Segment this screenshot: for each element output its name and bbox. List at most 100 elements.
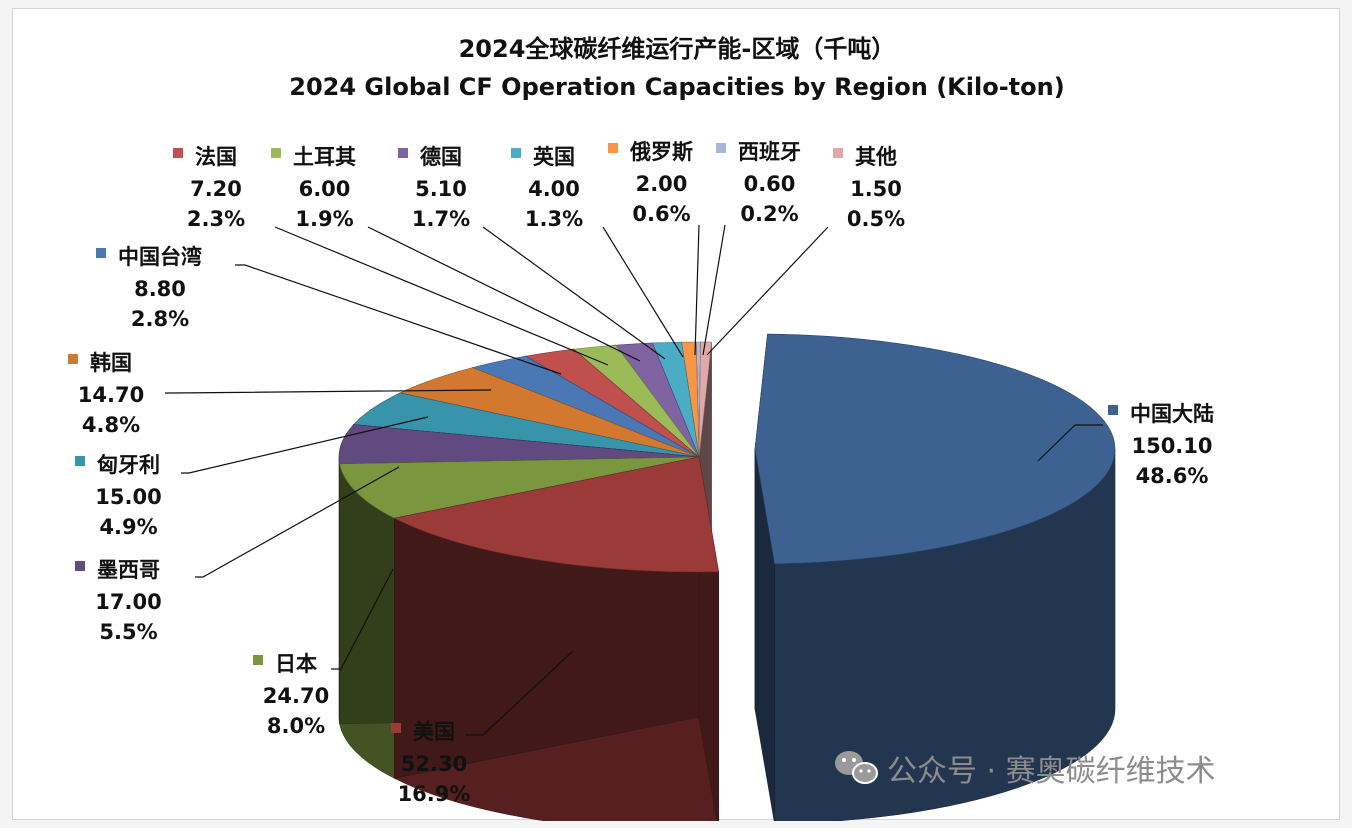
pie-slice-top [393, 456, 719, 573]
legend-key-marker [75, 456, 85, 466]
pie-slice-top [754, 333, 1116, 565]
leader-line [181, 416, 429, 474]
legend-key-marker [833, 148, 843, 158]
data-label: 美国 52.30 16.9% [391, 720, 470, 806]
leader-line [602, 226, 684, 358]
label-value: 6.00 [299, 177, 351, 201]
label-percent: 48.6% [1136, 464, 1209, 488]
leader-line [465, 650, 574, 736]
watermark-text: 公众号 · 赛奥碳纤维技术 [887, 754, 1216, 789]
legend-key-marker [173, 148, 183, 158]
pie-slice [754, 333, 1116, 821]
data-label: 韩国 14.70 4.8% [68, 351, 144, 437]
legend-key-marker [68, 354, 78, 364]
label-name: 德国 [420, 145, 462, 169]
data-label: 中国台湾 8.80 2.8% [96, 245, 202, 331]
leader-line [1037, 424, 1103, 462]
legend-key-marker [75, 561, 85, 571]
leader-line [274, 226, 609, 366]
data-labels: 中国大陆 150.10 48.6% 美国 52.30 16.9% 日本 24.70 8.0% 墨西… [68, 140, 1214, 806]
label-percent: 2.8% [131, 307, 189, 331]
label-value: 15.00 [95, 485, 161, 509]
label-value: 150.10 [1131, 434, 1212, 458]
legend-key-marker [511, 148, 521, 158]
leader-line [702, 224, 726, 356]
leader-line [331, 568, 394, 670]
label-value: 17.00 [95, 590, 161, 614]
pie-slice-top [339, 456, 700, 519]
label-value: 24.70 [263, 684, 329, 708]
label-value: 5.10 [415, 177, 467, 201]
label-value: 2.00 [636, 172, 688, 196]
label-name: 日本 [275, 652, 317, 676]
label-name: 墨西哥 [97, 558, 160, 582]
label-percent: 0.2% [740, 202, 798, 226]
label-percent: 1.3% [525, 207, 583, 231]
leader-line [165, 389, 492, 394]
label-value: 4.00 [528, 177, 580, 201]
label-value: 1.50 [850, 177, 902, 201]
label-percent: 2.3% [187, 207, 245, 231]
label-percent: 0.6% [632, 202, 690, 226]
pie-slice [393, 456, 719, 821]
label-percent: 4.8% [82, 413, 140, 437]
legend-key-marker [253, 655, 263, 665]
label-percent: 8.0% [267, 714, 325, 738]
label-percent: 0.5% [847, 207, 905, 231]
wechat-icon [835, 751, 878, 784]
label-name: 俄罗斯 [629, 140, 693, 164]
watermark: 公众号 · 赛奥碳纤维技术 [835, 751, 1216, 789]
label-name: 英国 [533, 145, 575, 169]
label-value: 52.30 [401, 752, 467, 776]
label-value: 0.60 [744, 172, 796, 196]
data-label: 德国 5.10 1.7% [398, 145, 470, 231]
data-label: 中国大陆 150.10 48.6% [1108, 402, 1214, 488]
legend-key-marker [716, 143, 726, 153]
label-name: 其他 [855, 145, 897, 169]
data-label: 日本 24.70 8.0% [253, 652, 329, 738]
label-name: 中国大陆 [1130, 402, 1214, 426]
label-name: 美国 [413, 720, 455, 744]
label-percent: 5.5% [99, 620, 157, 644]
legend-key-marker [96, 248, 106, 258]
label-percent: 1.9% [295, 207, 353, 231]
data-label: 法国 7.20 2.3% [173, 145, 245, 231]
legend-key-marker [1108, 405, 1118, 415]
pie-chart: 2024全球碳纤维运行产能-区域（千吨） 2024 Global CF Oper… [68, 35, 1216, 821]
leader-line [706, 226, 829, 356]
legend-key-marker [398, 148, 408, 158]
label-value: 14.70 [78, 383, 144, 407]
chart-title-group: 2024全球碳纤维运行产能-区域（千吨） 2024 Global CF Oper… [289, 35, 1064, 101]
legend-key-marker [608, 143, 618, 153]
pie-slices [338, 333, 1116, 821]
chart-frame: 2024全球碳纤维运行产能-区域（千吨） 2024 Global CF Oper… [12, 8, 1340, 821]
label-name: 法国 [195, 145, 237, 169]
data-label: 墨西哥 17.00 5.5% [75, 558, 162, 644]
data-label: 西班牙 0.60 0.2% [716, 140, 801, 226]
label-value: 7.20 [190, 177, 242, 201]
pie-slice-top [698, 341, 712, 458]
label-name: 韩国 [90, 351, 132, 375]
chart-subtitle: 2024 Global CF Operation Capacities by R… [289, 73, 1064, 101]
label-percent: 4.9% [99, 515, 157, 539]
leader-line [482, 226, 666, 360]
leader-line [367, 226, 641, 362]
data-label: 土耳其 6.00 1.9% [271, 145, 356, 231]
label-name: 匈牙利 [97, 453, 160, 477]
label-value: 8.80 [134, 277, 186, 301]
chart-title: 2024全球碳纤维运行产能-区域（千吨） [459, 35, 896, 63]
label-percent: 16.9% [398, 782, 471, 806]
data-label: 英国 4.00 1.3% [511, 145, 583, 231]
label-name: 土耳其 [293, 145, 356, 169]
label-percent: 1.7% [412, 207, 470, 231]
leader-lines [165, 224, 1103, 736]
label-name: 西班牙 [738, 140, 801, 164]
leader-line [195, 466, 400, 578]
leader-line [694, 224, 700, 356]
data-label: 其他 1.50 0.5% [833, 145, 905, 231]
data-label: 匈牙利 15.00 4.9% [75, 453, 162, 539]
legend-key-marker [391, 723, 401, 733]
label-name: 中国台湾 [118, 245, 202, 269]
leader-line [235, 264, 562, 375]
legend-key-marker [271, 148, 281, 158]
